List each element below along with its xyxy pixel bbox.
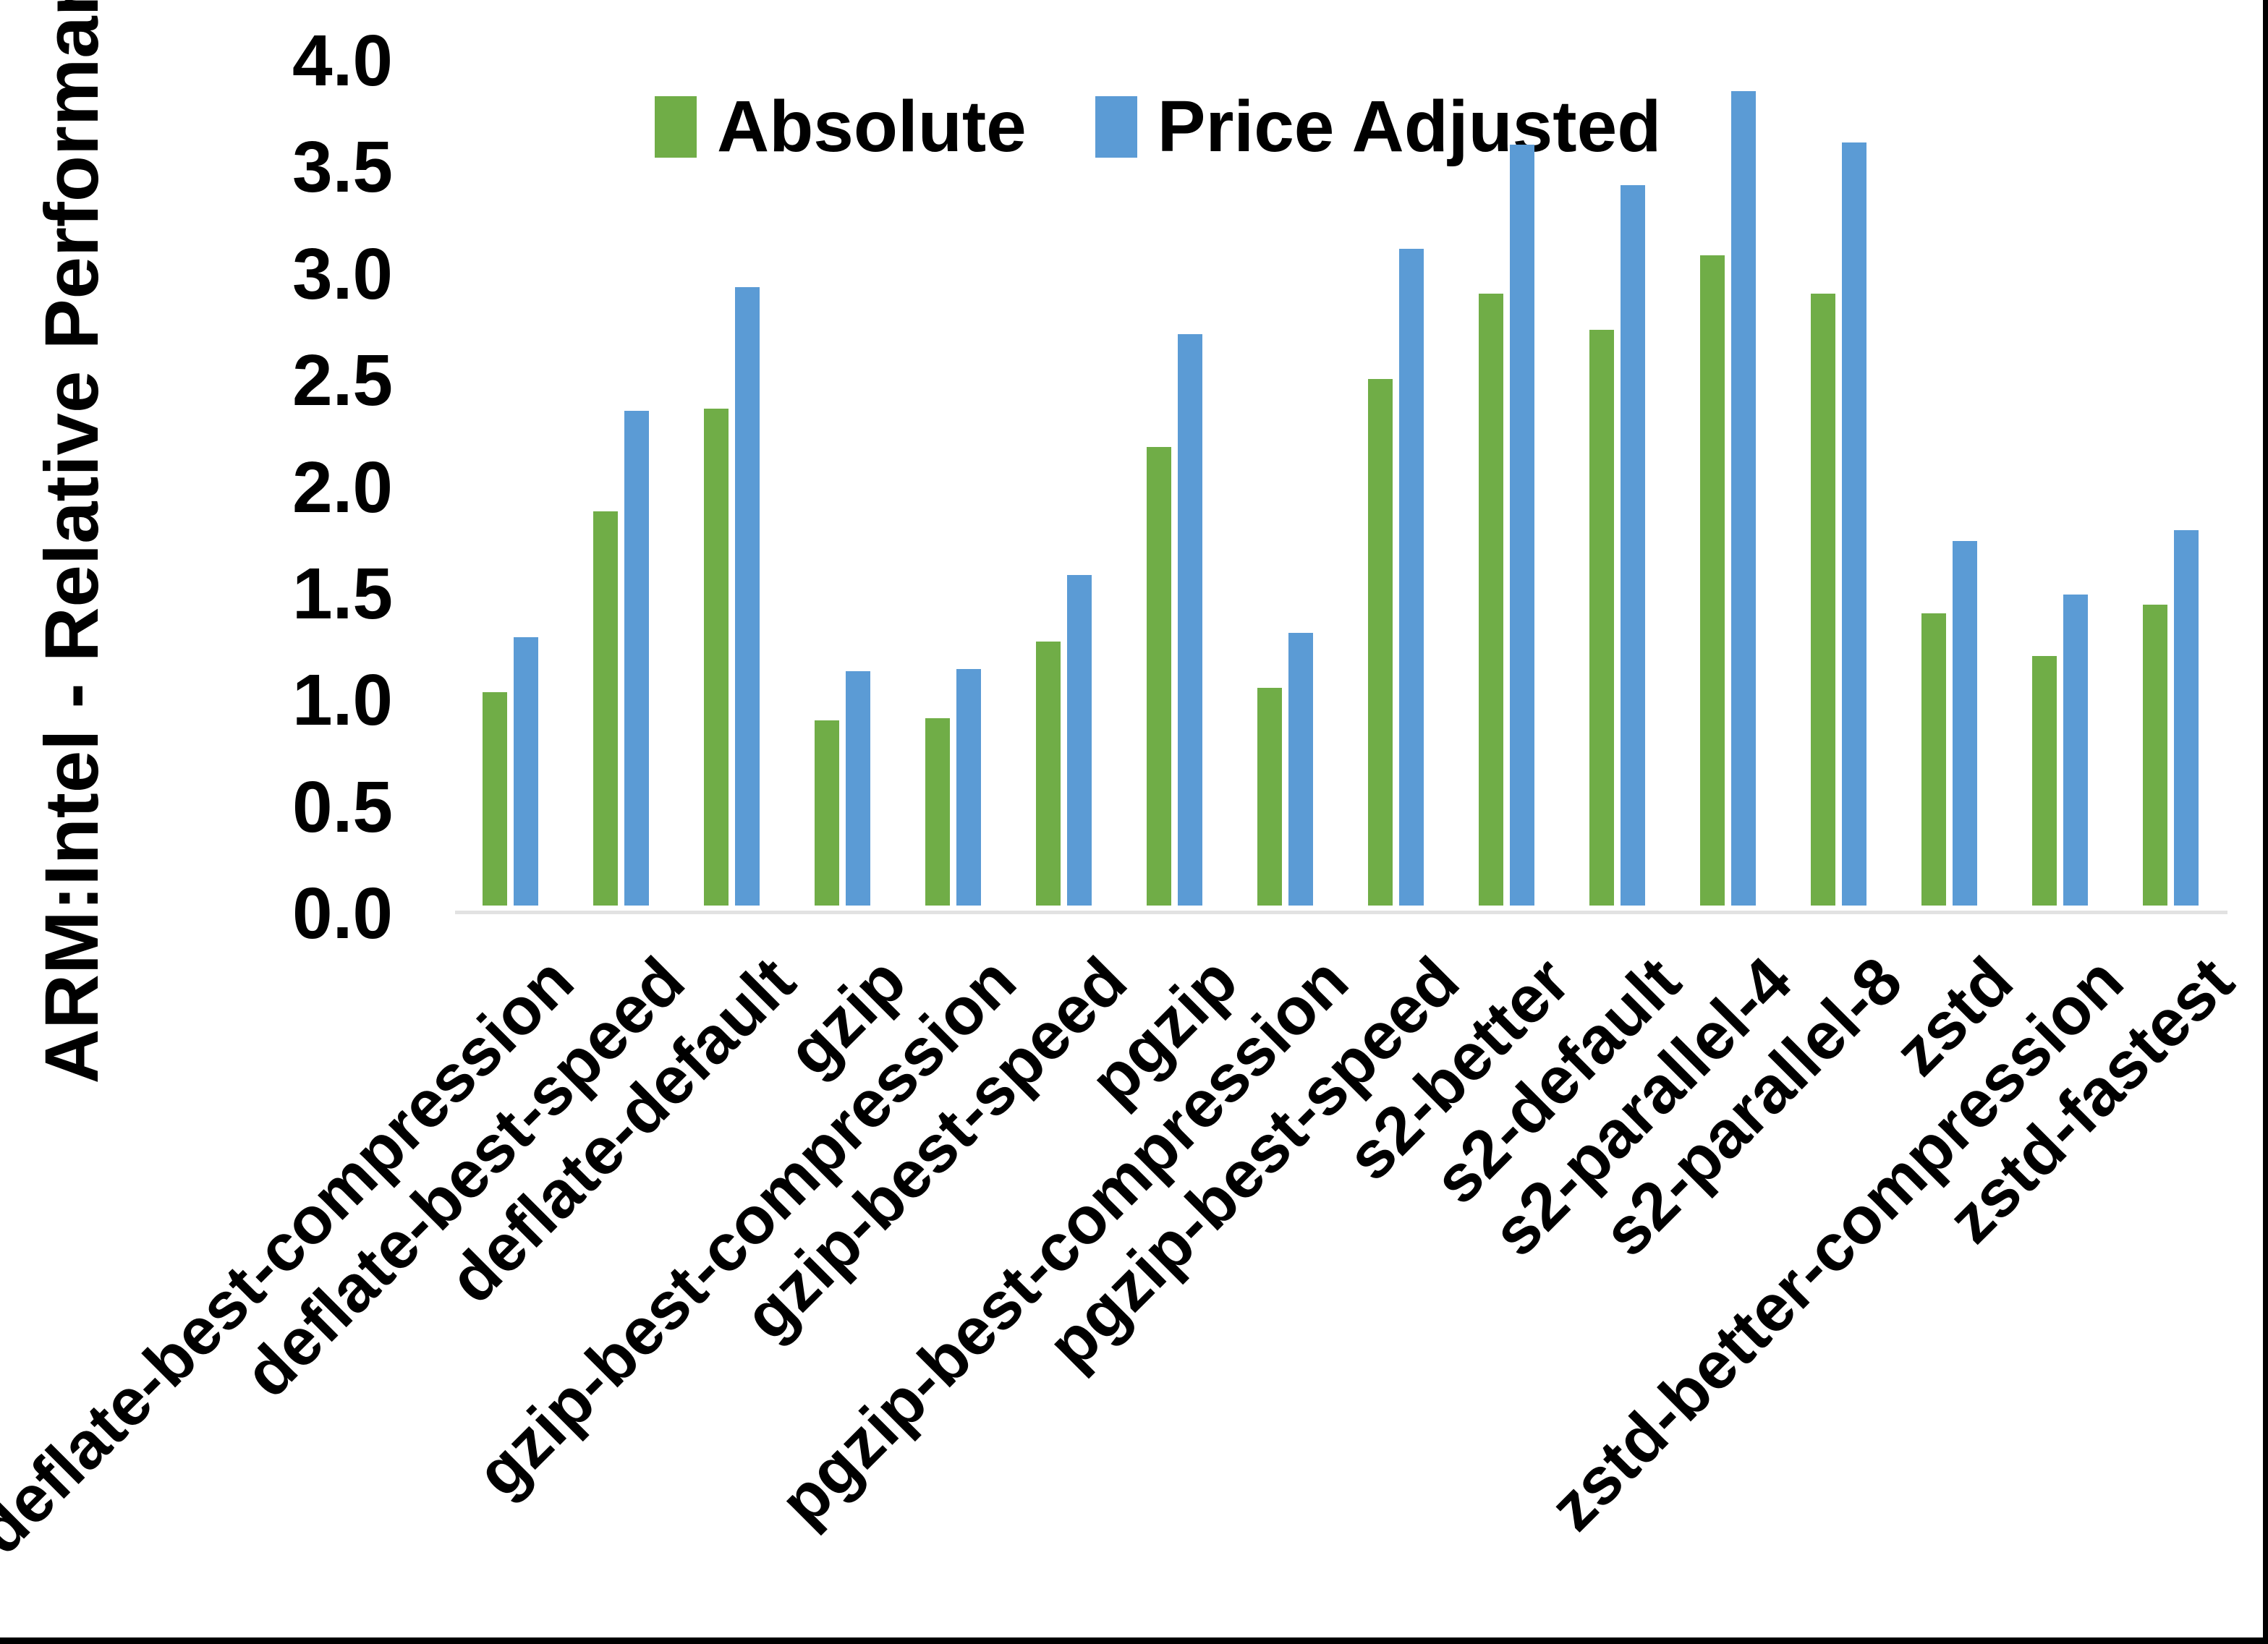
bar-absolute [1147,447,1171,906]
y-tick-label: 0.0 [292,873,393,954]
bar-price-adjusted [846,671,870,906]
bar-absolute [704,409,729,906]
bar-absolute [1811,294,1835,906]
bar-absolute [2143,605,2167,906]
bar-absolute [483,692,507,906]
y-tick-label: 3.5 [292,127,393,208]
bar-price-adjusted [956,669,981,906]
bar-price-adjusted [1842,142,1866,906]
y-tick-label: 2.5 [292,340,393,422]
legend-item-absolute: Absolute [655,85,1027,169]
x-axis-line [455,911,2227,914]
bar-absolute [2032,656,2057,906]
bar-price-adjusted [514,637,538,906]
bar-price-adjusted [2174,530,2199,906]
bar-price-adjusted [1953,541,1977,906]
bar-absolute [1700,255,1725,906]
bar-absolute [1257,688,1282,906]
y-tick-label: 0.5 [292,766,393,848]
bar-price-adjusted [735,287,760,906]
y-tick-label: 3.0 [292,233,393,315]
bar-price-adjusted [2063,595,2088,906]
bar-absolute [1479,294,1503,906]
bar-price-adjusted [1399,249,1424,906]
bar-price-adjusted [1510,145,1534,906]
bar-price-adjusted [1731,91,1756,906]
y-tick-label: 4.0 [292,20,393,101]
legend: Absolute Price Adjusted [655,85,1661,169]
legend-label-price-adjusted: Price Adjusted [1157,86,1662,167]
bar-price-adjusted [1288,633,1313,906]
bar-absolute [593,511,618,906]
y-axis-title: ARM:Intel - Relative Performance [30,0,114,1084]
bar-absolute [815,720,839,906]
bar-price-adjusted [1621,185,1645,906]
bar-absolute [1921,613,1946,906]
legend-label-absolute: Absolute [717,86,1027,167]
bar-price-adjusted [624,411,649,906]
bar-absolute [925,718,950,906]
bar-price-adjusted [1067,575,1092,906]
bar-absolute [1589,330,1614,906]
legend-item-price-adjusted: Price Adjusted [1095,85,1661,169]
legend-swatch-price-adjusted [1095,96,1137,158]
y-tick-label: 1.0 [292,660,393,741]
bar-price-adjusted [1178,334,1202,906]
y-tick-label: 1.5 [292,553,393,634]
bar-absolute [1036,642,1061,906]
y-tick-label: 2.0 [292,446,393,528]
legend-swatch-absolute [655,96,697,158]
bar-absolute [1368,379,1393,906]
